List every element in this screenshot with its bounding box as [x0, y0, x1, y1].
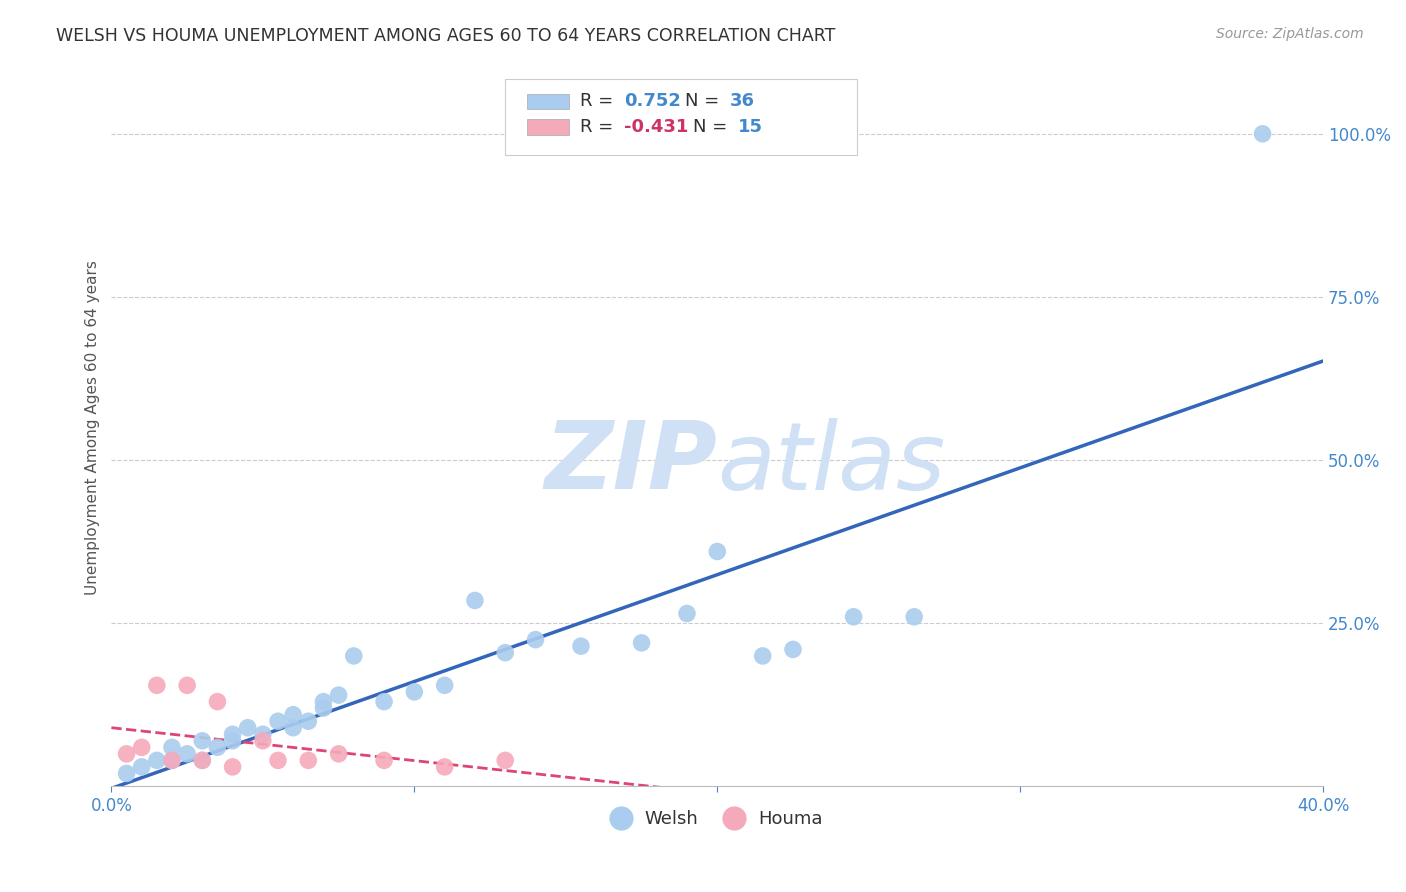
Point — [524, 632, 547, 647]
Point — [283, 707, 305, 722]
Point — [751, 648, 773, 663]
Text: R =: R = — [581, 118, 620, 136]
Text: N =: N = — [685, 92, 724, 110]
Point — [328, 688, 350, 702]
Point — [267, 753, 290, 767]
Point — [146, 678, 169, 692]
Point — [131, 760, 153, 774]
Point — [297, 714, 319, 729]
Point — [221, 727, 243, 741]
Point — [706, 544, 728, 558]
Legend: Welsh, Houma: Welsh, Houma — [605, 802, 830, 835]
Point — [176, 678, 198, 692]
Point — [252, 733, 274, 747]
Point — [494, 646, 516, 660]
Point — [191, 733, 214, 747]
Point — [373, 695, 395, 709]
Point — [115, 747, 138, 761]
Point — [433, 760, 456, 774]
Point — [343, 648, 366, 663]
Point — [191, 753, 214, 767]
Text: ZIP: ZIP — [544, 417, 717, 509]
Point — [176, 747, 198, 761]
Point — [373, 753, 395, 767]
Point — [404, 685, 426, 699]
Point — [267, 714, 290, 729]
Text: 15: 15 — [738, 118, 763, 136]
Text: atlas: atlas — [717, 417, 945, 509]
Point — [207, 740, 229, 755]
Point — [221, 760, 243, 774]
Point — [160, 753, 183, 767]
Point — [160, 740, 183, 755]
Point — [842, 609, 865, 624]
Point — [236, 721, 259, 735]
Text: N =: N = — [693, 118, 733, 136]
Point — [630, 636, 652, 650]
Point — [191, 753, 214, 767]
Point — [494, 753, 516, 767]
Point — [1251, 127, 1274, 141]
Point — [297, 753, 319, 767]
Point — [207, 695, 229, 709]
Point — [221, 733, 243, 747]
Point — [312, 695, 335, 709]
Text: R =: R = — [581, 92, 620, 110]
Point — [131, 740, 153, 755]
Point — [146, 753, 169, 767]
Point — [464, 593, 486, 607]
FancyBboxPatch shape — [527, 94, 569, 110]
Y-axis label: Unemployment Among Ages 60 to 64 years: Unemployment Among Ages 60 to 64 years — [86, 260, 100, 595]
Point — [252, 727, 274, 741]
FancyBboxPatch shape — [505, 79, 856, 154]
Point — [328, 747, 350, 761]
FancyBboxPatch shape — [527, 120, 569, 136]
Text: WELSH VS HOUMA UNEMPLOYMENT AMONG AGES 60 TO 64 YEARS CORRELATION CHART: WELSH VS HOUMA UNEMPLOYMENT AMONG AGES 6… — [56, 27, 835, 45]
Point — [115, 766, 138, 780]
Point — [569, 639, 592, 653]
Point — [903, 609, 925, 624]
Text: 0.752: 0.752 — [624, 92, 681, 110]
Point — [312, 701, 335, 715]
Point — [160, 753, 183, 767]
Point — [782, 642, 804, 657]
Text: 36: 36 — [730, 92, 755, 110]
Point — [676, 607, 699, 621]
Text: Source: ZipAtlas.com: Source: ZipAtlas.com — [1216, 27, 1364, 41]
Text: -0.431: -0.431 — [624, 118, 689, 136]
Point — [283, 721, 305, 735]
Point — [433, 678, 456, 692]
